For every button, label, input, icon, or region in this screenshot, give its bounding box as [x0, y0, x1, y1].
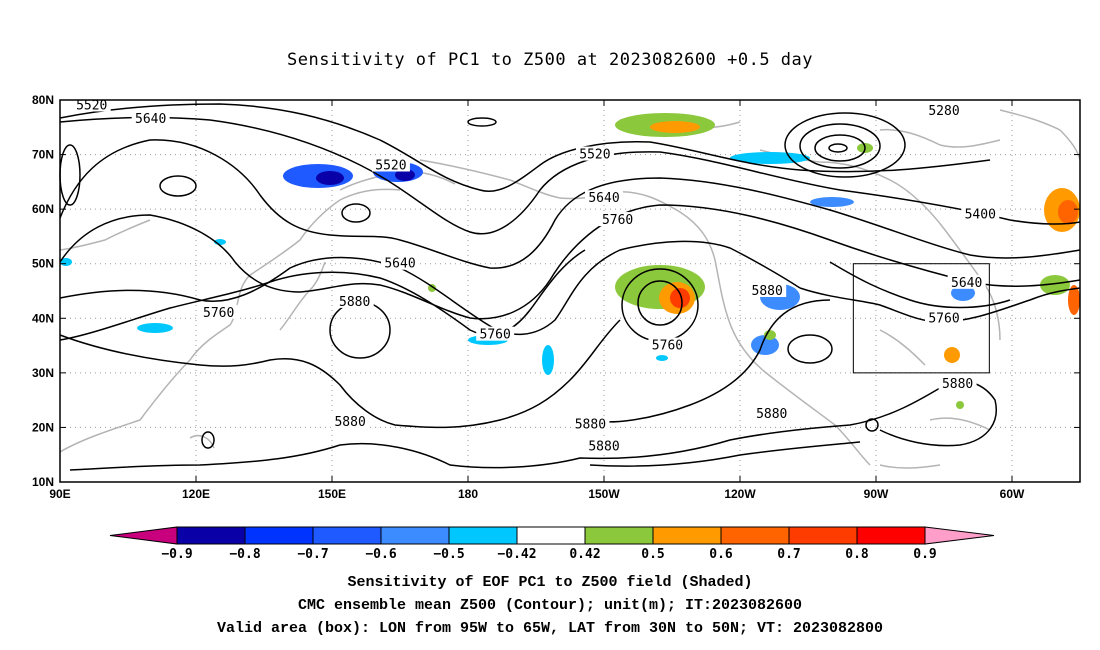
lon-tick-label: 150E — [318, 487, 346, 501]
svg-text:5640: 5640 — [135, 112, 166, 127]
svg-text:5880: 5880 — [588, 440, 619, 455]
contour-label: 5760 — [648, 337, 687, 354]
svg-text:5400: 5400 — [965, 208, 996, 223]
svg-text:5880: 5880 — [752, 284, 783, 299]
contour-label: 5880 — [752, 405, 791, 422]
svg-text:5520: 5520 — [579, 148, 610, 163]
svg-text:5880: 5880 — [575, 418, 606, 433]
colorbar: −0.9 −0.8 −0.7 −0.6 −0.5 −0.42 0.42 0.5 0.6 0.7 0.… — [109, 526, 995, 562]
colorbar-swatch — [788, 526, 858, 545]
svg-text:5880: 5880 — [942, 377, 973, 392]
contour-label: 5640 — [131, 111, 170, 127]
colorbar-swatch — [448, 526, 518, 545]
colorbar-high-arrow — [924, 526, 995, 545]
svg-text:5880: 5880 — [756, 407, 787, 422]
colorbar-label: −0.42 — [497, 547, 536, 562]
footer-line-1: Sensitivity of EOF PC1 to Z500 field (Sh… — [347, 574, 753, 591]
colorbar-label: −0.6 — [365, 547, 396, 562]
lat-tick-label: 70N — [32, 148, 54, 162]
svg-text:5640: 5640 — [384, 257, 415, 272]
lat-tick-label: 80N — [32, 93, 54, 107]
contour-label: 5760 — [199, 304, 238, 321]
footer-line-3: Valid area (box): LON from 95W to 65W, L… — [216, 620, 884, 637]
colorbar-label: 0.9 — [913, 547, 936, 562]
colorbar-label: 0.42 — [569, 547, 600, 562]
lon-tick-label: 180 — [458, 487, 478, 501]
svg-text:5640: 5640 — [951, 276, 982, 291]
contour-label: 5880 — [585, 438, 623, 455]
footer-line-2: CMC ensemble mean Z500 (Contour); unit(m… — [297, 597, 803, 614]
svg-text:5280: 5280 — [928, 104, 959, 119]
lat-tick-label: 50N — [32, 257, 54, 271]
colorbar-swatch — [856, 526, 926, 545]
valid-area-box — [852, 263, 990, 374]
lat-tick-label: 30N — [32, 366, 54, 380]
colorbar-swatch — [176, 526, 246, 545]
lat-tick-label: 40N — [32, 311, 54, 325]
colorbar-swatch — [380, 526, 450, 545]
lon-tick-label: 120E — [182, 487, 210, 501]
svg-text:5760: 5760 — [652, 339, 683, 354]
contour-label: 5760 — [598, 212, 637, 228]
lat-tick-label: 10N — [32, 475, 54, 489]
colorbar-swatch — [312, 526, 382, 545]
latitude-axis: 80N 70N 60N 50N 40N 30N 20N 10N — [32, 93, 1080, 489]
svg-text:5520: 5520 — [375, 158, 406, 173]
svg-text:5760: 5760 — [203, 306, 234, 321]
map-frame — [59, 99, 1081, 483]
colorbar-label: −0.8 — [229, 547, 260, 562]
lat-tick-label: 20N — [32, 420, 54, 434]
svg-text:5760: 5760 — [602, 213, 633, 228]
colorbar-label: −0.9 — [161, 547, 192, 562]
colorbar-label: 0.5 — [641, 547, 664, 562]
lon-tick-label: 150W — [588, 487, 620, 501]
colorbar-label: 0.8 — [845, 547, 869, 562]
contour-label: 5640 — [947, 274, 986, 291]
svg-text:5640: 5640 — [588, 191, 619, 206]
chart-title: Sensitivity of PC1 to Z500 at 2023082600… — [286, 50, 813, 70]
svg-text:5520: 5520 — [76, 98, 107, 113]
lon-tick-label: 90E — [49, 487, 70, 501]
longitude-axis: 90E 120E 150E 180 150W 120W 90W 60W — [49, 100, 1025, 501]
lon-tick-label: 120W — [724, 487, 756, 501]
colorbar-label: 0.6 — [709, 547, 733, 562]
lat-tick-label: 60N — [32, 202, 54, 216]
colorbar-swatch — [652, 526, 722, 545]
map-background — [60, 100, 1080, 482]
contour-label: 5880 — [571, 416, 610, 433]
contour-label: 5520 — [575, 146, 614, 163]
svg-text:5760: 5760 — [480, 328, 511, 343]
colorbar-swatch — [244, 526, 314, 545]
colorbar-label: −0.5 — [433, 547, 464, 562]
svg-text:5880: 5880 — [339, 295, 370, 310]
contour-label: 5520 — [72, 97, 111, 113]
colorbar-label: −0.7 — [297, 547, 328, 562]
sensitivity-shading — [60, 113, 1080, 409]
colorbar-swatch — [516, 526, 586, 545]
lon-tick-label: 60W — [1000, 487, 1025, 501]
contour-label: 5880 — [938, 375, 977, 392]
contour-label: 5400 — [961, 206, 1000, 223]
colorbar-low-arrow — [109, 526, 178, 545]
lon-tick-label: 90W — [864, 487, 889, 501]
contour-label: 5880 — [335, 293, 374, 310]
contour-label: 5880 — [331, 413, 370, 430]
svg-text:5760: 5760 — [928, 311, 959, 326]
contour-label: 5760 — [476, 326, 515, 343]
svg-text:5880: 5880 — [334, 415, 365, 430]
contour-label: 5640 — [585, 190, 623, 206]
colorbar-swatch — [584, 526, 654, 545]
contour-label: 5880 — [748, 283, 787, 299]
contour-label: 5520 — [371, 157, 410, 173]
contour-label: 5640 — [381, 255, 419, 272]
contour-labels: 5520 5640 5520 5280 5520 5640 5760 5400 5640 5880… — [72, 97, 1000, 455]
colorbar-swatch — [720, 526, 790, 545]
colorbar-label: 0.7 — [777, 547, 800, 562]
contour-label: 5760 — [925, 310, 963, 326]
contour-label: 5280 — [925, 102, 963, 119]
